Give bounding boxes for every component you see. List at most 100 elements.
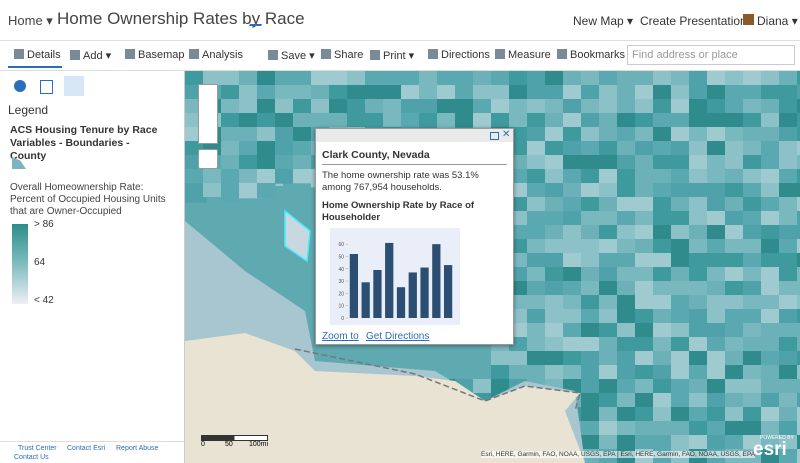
create-presentation[interactable]: Create Presentation	[640, 14, 747, 28]
bar	[408, 272, 417, 318]
footer-link[interactable]: Contact Esri	[67, 445, 106, 452]
toolbar-button[interactable]: Measure	[495, 49, 551, 61]
county	[599, 155, 619, 172]
avatar[interactable]	[743, 14, 754, 25]
county	[797, 267, 800, 285]
county	[185, 169, 206, 187]
county	[761, 141, 780, 156]
border	[294, 348, 581, 412]
county	[689, 351, 710, 370]
county	[779, 85, 800, 103]
county	[563, 169, 582, 187]
locate-button[interactable]	[198, 149, 218, 169]
county	[797, 337, 800, 352]
county	[725, 169, 744, 185]
county	[401, 71, 424, 87]
county	[689, 197, 709, 213]
search-box[interactable]: Find address or place	[627, 45, 795, 65]
county	[635, 267, 659, 284]
directions-link[interactable]: Get Directions	[366, 331, 430, 342]
bar	[432, 244, 441, 318]
county	[545, 267, 567, 283]
county	[761, 113, 783, 130]
footer-link[interactable]: Report Abuse	[116, 445, 159, 452]
county	[743, 351, 764, 366]
new-map[interactable]: New Map ▾	[573, 14, 634, 28]
county	[563, 239, 587, 257]
county	[383, 113, 407, 130]
county	[599, 113, 621, 129]
about-icon[interactable]	[14, 80, 26, 92]
county	[599, 295, 621, 313]
toolbar-icon	[557, 49, 567, 59]
county	[257, 71, 281, 86]
county	[635, 127, 655, 146]
county	[761, 211, 785, 227]
toolbar-button[interactable]: Basemap	[125, 49, 184, 61]
county	[581, 365, 602, 380]
chart-title: Home Ownership Rate by Race of Household…	[322, 200, 475, 223]
county	[545, 211, 567, 226]
y-tick-label: 0	[341, 316, 344, 322]
county	[545, 225, 564, 241]
home-menu[interactable]: Home ▾	[8, 13, 53, 28]
toolbar-button[interactable]: Share	[321, 49, 363, 61]
county	[527, 127, 550, 146]
ramp-label-high: > 86	[34, 219, 54, 230]
color-ramp	[12, 224, 28, 304]
footer-link[interactable]: Trust Center	[18, 445, 57, 452]
county	[779, 379, 800, 398]
county	[743, 99, 763, 114]
county	[779, 141, 800, 157]
county	[707, 393, 727, 410]
toolbar-button[interactable]: Details	[14, 49, 61, 61]
county	[635, 85, 657, 100]
footer-link[interactable]: Contact Us	[14, 454, 49, 461]
county	[707, 211, 730, 227]
content-icon[interactable]	[40, 80, 53, 94]
county	[545, 281, 564, 298]
county	[743, 267, 762, 284]
county	[455, 85, 474, 100]
toolbar-button[interactable]: Bookmarks	[557, 49, 625, 61]
toolbar-button[interactable]: Add ▾	[70, 49, 111, 62]
powered-by: POWERED BY	[760, 435, 794, 441]
user-menu[interactable]: Diana ▾	[757, 14, 798, 28]
layer-name: ACS Housing Tenure by Race Variables - B…	[10, 124, 158, 162]
county	[779, 99, 800, 117]
county	[635, 421, 657, 439]
maximize-button[interactable]	[490, 132, 499, 140]
county	[437, 113, 457, 128]
toolbar-label: Share	[334, 49, 364, 61]
county	[671, 351, 692, 366]
county	[599, 99, 620, 117]
legend-icon[interactable]	[64, 76, 84, 96]
county	[779, 309, 798, 324]
county	[617, 99, 636, 116]
county	[725, 295, 748, 311]
county	[653, 239, 672, 255]
county	[239, 113, 258, 130]
county	[797, 295, 800, 315]
toolbar: Find address or place Details Add ▾ Basema…	[0, 41, 800, 71]
county	[653, 393, 673, 408]
field-name: Overall Homeownership Rate: Percent of O…	[10, 182, 166, 217]
county	[563, 127, 587, 146]
county	[689, 309, 711, 324]
zoom-link[interactable]: Zoom to	[322, 331, 359, 342]
county	[653, 365, 672, 381]
close-button[interactable]: ✕	[502, 129, 511, 140]
toolbar-button[interactable]: Save ▾	[268, 49, 315, 62]
ramp-label-low: < 42	[34, 295, 54, 306]
county	[473, 99, 492, 115]
county	[293, 155, 316, 172]
toolbar-button[interactable]: Directions	[428, 49, 490, 61]
county	[743, 225, 763, 242]
toolbar-button[interactable]: Print ▾	[370, 49, 414, 62]
county	[617, 421, 637, 438]
county	[203, 183, 222, 198]
toolbar-button[interactable]: Analysis	[189, 49, 243, 61]
county	[743, 127, 767, 145]
zoom-controls[interactable]	[198, 84, 218, 144]
county	[671, 365, 692, 381]
